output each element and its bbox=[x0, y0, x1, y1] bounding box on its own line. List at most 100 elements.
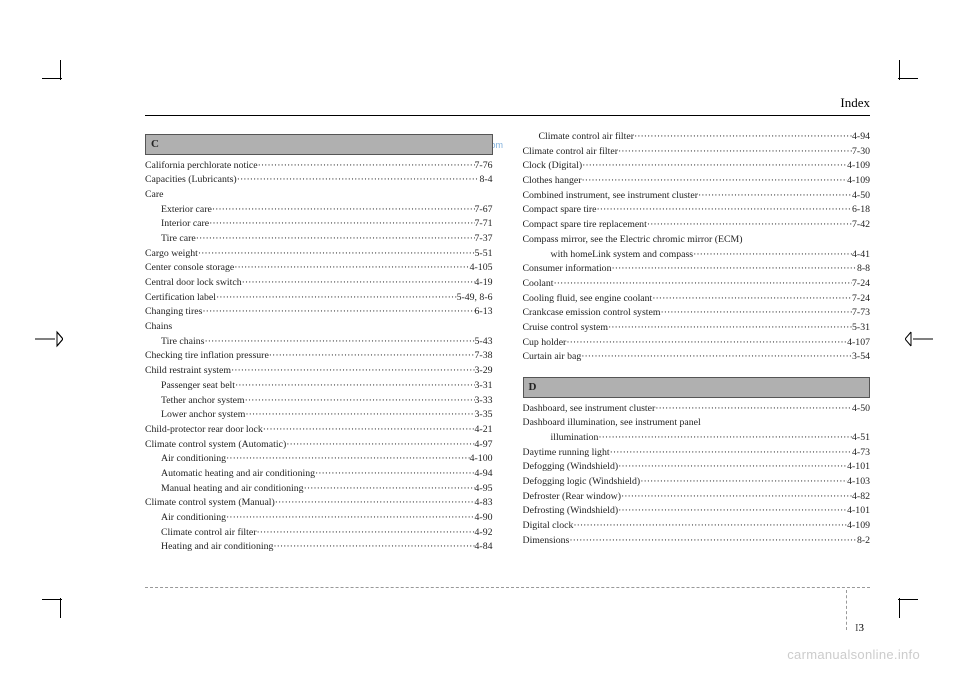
leader-dots bbox=[652, 292, 852, 307]
entry-page: 7-38 bbox=[475, 349, 493, 364]
index-entry: California perchlorate notice 7-76 bbox=[145, 159, 493, 174]
leader-dots bbox=[204, 335, 474, 350]
entry-title: Central door lock switch bbox=[145, 276, 242, 291]
leader-dots bbox=[269, 349, 475, 364]
index-entry: Changing tires 6-13 bbox=[145, 305, 493, 320]
entry-title: Curtain air bag bbox=[523, 350, 582, 365]
entry-title: Coolant bbox=[523, 277, 554, 292]
entry-title: Air conditioning bbox=[161, 452, 226, 467]
entry-page: 7-42 bbox=[852, 218, 870, 233]
leader-dots bbox=[257, 526, 475, 541]
index-entry: Center console storage 4-105 bbox=[145, 261, 493, 276]
entry-title: illumination bbox=[551, 431, 599, 446]
entry-page: 6-13 bbox=[475, 305, 493, 320]
leader-dots bbox=[245, 408, 474, 423]
crop-mark bbox=[42, 598, 62, 618]
entry-page: 8-2 bbox=[857, 534, 870, 549]
index-column-right: Climate control air filter 4-94Climate c… bbox=[523, 130, 871, 555]
entry-page: 4-83 bbox=[475, 496, 493, 511]
entry-page: 7-30 bbox=[852, 145, 870, 160]
entry-page: 4-105 bbox=[470, 261, 493, 276]
index-entry: Automatic heating and air conditioning 4… bbox=[145, 467, 493, 482]
index-entry: Crankcase emission control system 7-73 bbox=[523, 306, 871, 321]
index-entry: Passenger seat belt 3-31 bbox=[145, 379, 493, 394]
entry-page: 4-92 bbox=[475, 526, 493, 541]
index-entry: Certification label 5-49, 8-6 bbox=[145, 291, 493, 306]
index-entry: Daytime running light 4-73 bbox=[523, 446, 871, 461]
entry-page: 4-82 bbox=[852, 490, 870, 505]
leader-dots bbox=[258, 159, 475, 174]
section-heading: D bbox=[523, 377, 871, 398]
entry-title: Dimensions bbox=[523, 534, 570, 549]
index-entry: Combined instrument, see instrument clus… bbox=[523, 189, 871, 204]
entry-title: Heating and air conditioning bbox=[161, 540, 273, 555]
leader-dots bbox=[216, 291, 457, 306]
entry-page: 4-107 bbox=[847, 336, 870, 351]
index-columns: CCalifornia perchlorate notice 7-76Capac… bbox=[145, 130, 870, 555]
index-entry: Dashboard illumination, see instrument p… bbox=[523, 416, 871, 431]
entry-title: Climate control system (Manual) bbox=[145, 496, 275, 511]
entry-title: Capacities (Lubricants) bbox=[145, 173, 237, 188]
entry-title: Child restraint system bbox=[145, 364, 231, 379]
leader-dots bbox=[581, 350, 852, 365]
entry-title: Defroster (Rear window) bbox=[523, 490, 621, 505]
entry-title: Chains bbox=[145, 320, 172, 335]
leader-dots bbox=[212, 203, 475, 218]
leader-dots bbox=[618, 460, 847, 475]
entry-page: 7-67 bbox=[475, 203, 493, 218]
entry-title: Exterior care bbox=[161, 203, 212, 218]
leader-dots bbox=[198, 247, 475, 262]
crop-mark bbox=[42, 60, 62, 80]
leader-dots bbox=[566, 336, 847, 351]
entry-title: Center console storage bbox=[145, 261, 234, 276]
entry-page: 4-21 bbox=[475, 423, 493, 438]
entry-page: 3-35 bbox=[475, 408, 493, 423]
entry-title: Tether anchor system bbox=[161, 394, 245, 409]
entry-title: Dashboard, see instrument cluster bbox=[523, 402, 656, 417]
entry-page: 4-109 bbox=[847, 519, 870, 534]
index-entry: Coolant 7-24 bbox=[523, 277, 871, 292]
entry-title: Defrosting (Windshield) bbox=[523, 504, 619, 519]
index-entry: Dashboard, see instrument cluster 4-50 bbox=[523, 402, 871, 417]
entry-page: 3-29 bbox=[475, 364, 493, 379]
leader-dots bbox=[209, 217, 474, 232]
entry-title: Climate control air filter bbox=[539, 130, 635, 145]
leader-dots bbox=[235, 379, 475, 394]
entry-page: 3-54 bbox=[852, 350, 870, 365]
leader-dots bbox=[245, 394, 475, 409]
dashed-divider bbox=[145, 587, 870, 588]
entry-page: 4-51 bbox=[852, 431, 870, 446]
leader-dots bbox=[582, 159, 847, 174]
entry-title: Defogging logic (Windshield) bbox=[523, 475, 641, 490]
leader-dots bbox=[275, 496, 475, 511]
index-entry: Clock (Digital) 4-109 bbox=[523, 159, 871, 174]
entry-title: with homeLink system and compass bbox=[551, 248, 694, 263]
entry-page: 5-49, 8-6 bbox=[457, 291, 493, 306]
entry-page: 4-100 bbox=[470, 452, 493, 467]
entry-page: 4-84 bbox=[475, 540, 493, 555]
dashed-divider-vertical bbox=[846, 590, 847, 630]
index-entry: Climate control system (Automatic) 4-97 bbox=[145, 438, 493, 453]
index-entry: Compact spare tire 6-18 bbox=[523, 203, 871, 218]
index-entry: illumination 4-51 bbox=[523, 431, 871, 446]
crop-mark bbox=[35, 329, 55, 349]
index-entry: Tether anchor system 3-33 bbox=[145, 394, 493, 409]
entry-page: 4-73 bbox=[852, 446, 870, 461]
leader-dots bbox=[196, 232, 475, 247]
index-entry: Defrosting (Windshield) 4-101 bbox=[523, 504, 871, 519]
entry-page: 3-33 bbox=[475, 394, 493, 409]
entry-page: 4-19 bbox=[475, 276, 493, 291]
entry-page: 7-76 bbox=[475, 159, 493, 174]
entry-title: Interior care bbox=[161, 217, 209, 232]
entry-page: 5-43 bbox=[475, 335, 493, 350]
entry-page: 7-24 bbox=[852, 292, 870, 307]
index-entry: Chains bbox=[145, 320, 493, 335]
entry-title: Compass mirror, see the Electric chromic… bbox=[523, 233, 743, 248]
index-entry: Lower anchor system 3-35 bbox=[145, 408, 493, 423]
index-entry: Compass mirror, see the Electric chromic… bbox=[523, 233, 871, 248]
page-header: Index bbox=[145, 95, 870, 116]
entry-page: 3-31 bbox=[475, 379, 493, 394]
leader-dots bbox=[598, 431, 852, 446]
entry-title: Consumer information bbox=[523, 262, 612, 277]
entry-page: 7-71 bbox=[475, 217, 493, 232]
